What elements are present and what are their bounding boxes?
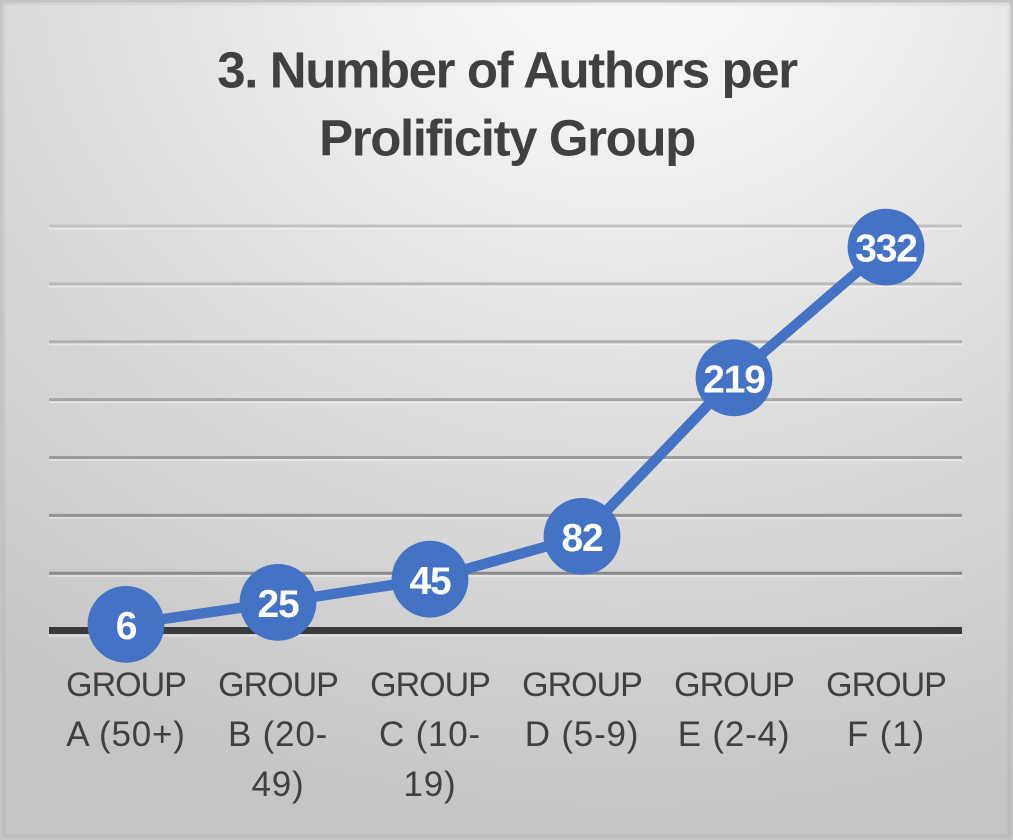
svg-text:GROUP: GROUP xyxy=(522,666,642,704)
svg-text:GROUP: GROUP xyxy=(826,666,946,704)
svg-text:Prolificity Group: Prolificity Group xyxy=(319,110,695,167)
svg-text:3. Number of Authors per: 3. Number of Authors per xyxy=(217,42,798,99)
svg-text:6: 6 xyxy=(116,605,137,648)
svg-text:B (20-: B (20- xyxy=(228,715,328,754)
svg-text:45: 45 xyxy=(410,560,451,603)
svg-text:F (1): F (1) xyxy=(847,715,925,754)
svg-text:A (50+): A (50+) xyxy=(66,715,185,754)
svg-text:82: 82 xyxy=(562,517,603,560)
svg-text:GROUP: GROUP xyxy=(66,666,186,704)
svg-text:219: 219 xyxy=(703,358,765,401)
svg-text:19): 19) xyxy=(404,765,457,804)
svg-text:D (5-9): D (5-9) xyxy=(525,715,640,754)
svg-text:25: 25 xyxy=(258,583,299,626)
svg-text:GROUP: GROUP xyxy=(674,666,794,704)
svg-text:GROUP: GROUP xyxy=(218,666,338,704)
svg-text:C (10-: C (10- xyxy=(379,715,481,754)
svg-text:332: 332 xyxy=(855,228,917,271)
svg-text:E (2-4): E (2-4) xyxy=(678,715,791,754)
svg-text:49): 49) xyxy=(252,765,305,804)
svg-text:GROUP: GROUP xyxy=(370,666,490,704)
